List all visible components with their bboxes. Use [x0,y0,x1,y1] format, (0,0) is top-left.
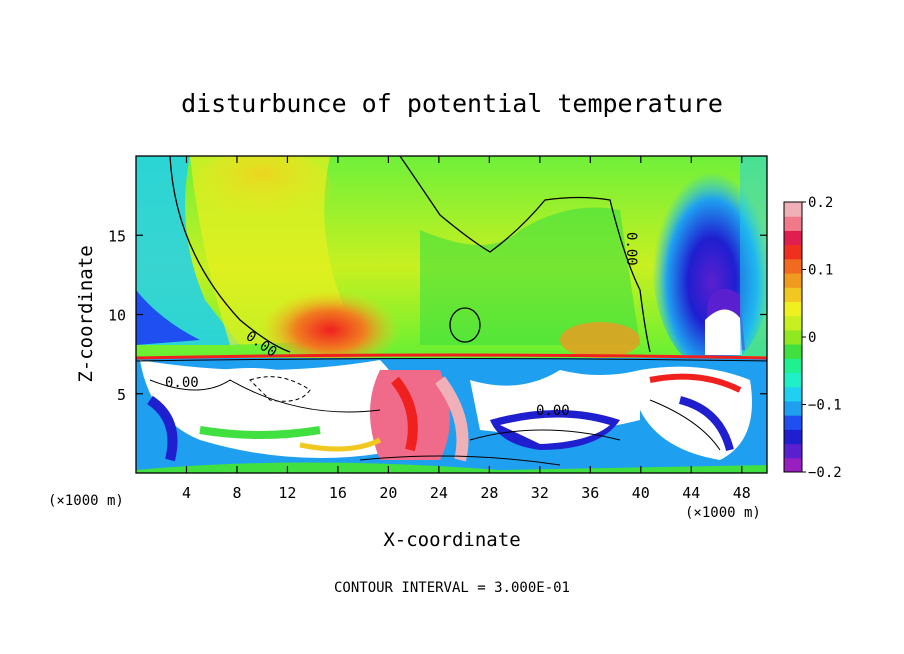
plot-field [136,156,767,473]
colorbar-tick-label: 0.2 [808,195,833,211]
colorbar: 0.2 0.1 0 −0.1 −0.2 [783,195,842,481]
contour-label: 0.00 [165,375,199,391]
x-unit-label-right: (×1000 m) [685,505,761,521]
x-tick-label: 32 [531,484,549,502]
x-axis-ticks: 4 8 12 16 20 24 28 32 36 40 44 48 [182,156,751,502]
colorbar-swatch [784,287,802,302]
colorbar-swatch [784,386,802,402]
x-tick-label: 8 [232,484,241,502]
x-tick-label: 12 [278,484,296,502]
colorbar-swatch [784,301,802,317]
x-tick-label: 40 [632,484,650,502]
colorbar-swatch [784,429,802,445]
y-axis-ticks: 5 10 15 [108,227,767,404]
chart-title: disturbunce of potential temperature [181,89,723,118]
colorbar-swatch [784,415,802,430]
x-tick-label: 16 [329,484,347,502]
colorbar-swatch [784,315,802,331]
colorbar-swatch [784,230,802,246]
x-unit-label-left: (×1000 m) [48,493,124,509]
contour-label: 0.00 [536,403,570,419]
x-tick-label: 28 [480,484,498,502]
contour-interval-note: CONTOUR INTERVAL = 3.000E-01 [334,580,570,596]
colorbar-swatch [784,244,802,260]
y-tick-label: 15 [108,227,126,245]
colorbar-tick-label: −0.1 [808,398,842,414]
y-tick-label: 5 [117,386,126,404]
x-axis-label: X-coordinate [383,529,520,551]
colorbar-swatch [784,273,802,288]
colorbar-tick-label: 0.1 [808,263,833,279]
x-tick-label: 48 [733,484,751,502]
contour-label: 0.00 [623,232,639,266]
x-tick-label: 24 [430,484,448,502]
x-tick-label: 44 [682,484,700,502]
x-tick-label: 36 [581,484,599,502]
colorbar-swatch [784,344,802,359]
y-axis-label: Z-coordinate [75,245,97,382]
colorbar-swatch [784,400,802,416]
colorbar-swatch [784,372,802,388]
x-tick-label: 20 [379,484,397,502]
colorbar-swatch [784,358,802,374]
colorbar-swatch [784,443,802,459]
y-tick-label: 10 [108,307,126,325]
colorbar-swatch [784,202,802,217]
colorbar-swatch [784,457,802,473]
colorbar-tick-label: −0.2 [808,465,842,481]
colorbar-tick-label: 0 [808,330,816,346]
colorbar-swatch [784,216,802,231]
colorbar-swatch [784,258,802,274]
colorbar-swatch [784,329,802,345]
x-tick-label: 4 [182,484,191,502]
